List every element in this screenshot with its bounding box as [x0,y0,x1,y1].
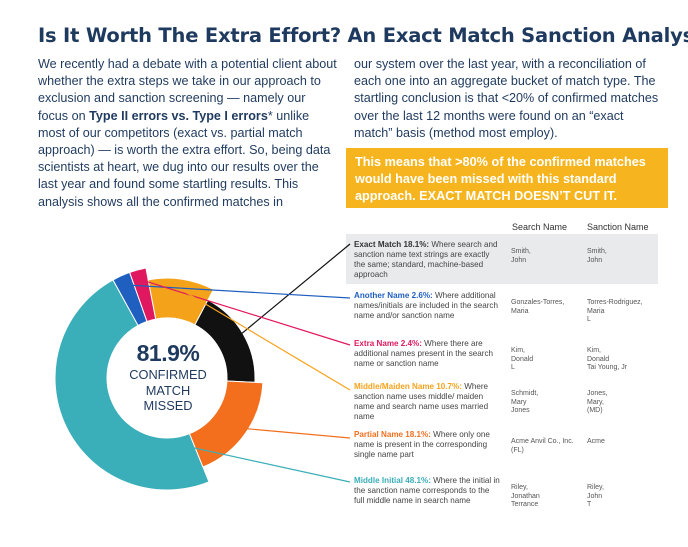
match-type-text: Where sanction name uses middle/ maiden … [354,382,489,421]
match-type-text: Where the initial in the sanction name c… [354,476,500,505]
match-type-text: Where additional names/initials are incl… [354,291,498,320]
sanction-name-cell: Jones, Mary, (MD) [587,390,608,415]
sanction-name-cell: Smith, John [587,248,607,264]
donut-slice-partial-name [188,380,264,468]
intro-paragraph-right: our system over the last year, with a re… [354,57,659,140]
match-type-description: Another Name 2.6%: Where additional name… [354,291,502,321]
leader-line [74,421,351,483]
match-type-label: Partial Name 18.1%: [354,430,431,439]
match-type-description: Middle Initial 48.1%: Where the initial … [354,476,502,506]
intro-paragraph-left: We recently had a debate with a potentia… [38,57,337,209]
page-title: Is It Worth The Extra Effort? An Exact M… [38,24,688,47]
column-header-search-name: Search Name [512,222,568,232]
leader-line [140,278,351,346]
search-name-cell: Kim, Donald L [511,347,534,372]
sanction-name-cell: Riley, John T [587,484,604,509]
center-label: CONFIRMED MATCH MISSED [129,367,207,413]
table-row: Middle/Maiden Name 10.7%: Where sanction… [346,380,658,424]
search-name-cell: Schmidt, Mary Jones [511,390,539,415]
leader-line [179,288,351,391]
callout-box: This means that >80% of the confirmed ma… [346,148,668,208]
search-name-cell: Smith, John [511,248,531,264]
match-type-label: Another Name 2.6%: [354,291,433,300]
table-row: Another Name 2.6%: Where additional name… [346,289,658,333]
match-type-text: Where search and sanction name text stri… [354,240,498,279]
donut-slice-middle-initial [54,279,210,491]
search-name-cell: Acme Anvil Co., Inc. (FL) [511,438,574,454]
search-name-cell: Gonzales-Torres, Maria [511,299,565,315]
match-type-label: Middle Initial 48.1%: [354,476,431,485]
center-percentage: 81.9% [136,340,200,366]
leader-line [234,243,351,340]
match-type-text: Where only one name is present in the co… [354,430,490,459]
match-type-description: Partial Name 18.1%: Where only one name … [354,430,502,460]
match-type-label: Extra Name 2.4%: [354,339,422,348]
table-row: Extra Name 2.4%: Where there are additio… [346,337,658,377]
sanction-name-cell: Torres-Rodriguez, Maria L [587,299,643,324]
column-header-sanction-name: Sanction Name [587,222,649,232]
table-row: Partial Name 18.1%: Where only one name … [346,428,658,470]
match-type-label: Exact Match 18.1%: [354,240,430,249]
table-row: Exact Match 18.1%: Where search and sanc… [346,234,658,284]
sanction-name-cell: Acme [587,438,605,445]
match-type-description: Middle/Maiden Name 10.7%: Where sanction… [354,382,502,422]
search-name-cell: Riley, Jonathan Terrance [511,484,540,509]
match-type-text: Where there are additional names present… [354,339,494,368]
table-row: Middle Initial 48.1%: Where the initial … [346,474,658,520]
match-type-description: Extra Name 2.4%: Where there are additio… [354,339,502,369]
sanction-name-cell: Kim, Donald Tai Young, Jr [587,347,628,372]
match-type-label: Middle/Maiden Name 10.7%: [354,382,462,391]
donut-slice-middle-maiden-name [147,277,215,326]
match-type-description: Exact Match 18.1%: Where search and sanc… [354,240,502,280]
leader-line [237,427,351,439]
